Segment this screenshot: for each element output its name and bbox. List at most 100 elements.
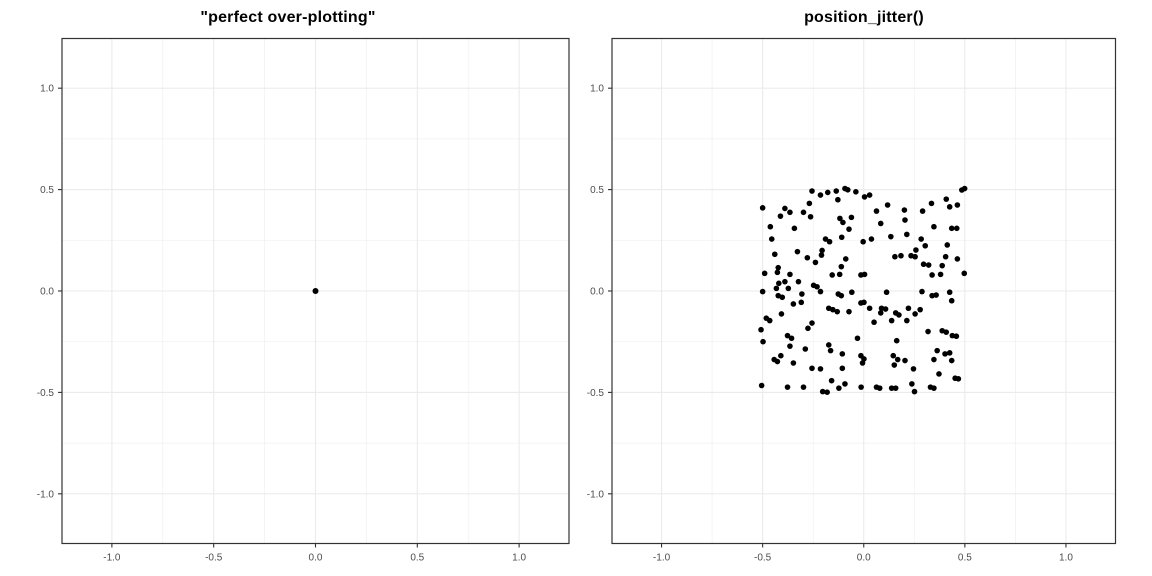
data-point xyxy=(790,301,797,307)
x-tick-label: -0.5 xyxy=(205,553,223,564)
data-point xyxy=(912,311,918,317)
data-point xyxy=(861,271,868,278)
data-point xyxy=(849,289,855,296)
data-point xyxy=(806,200,813,207)
data-point xyxy=(944,242,951,248)
data-point xyxy=(954,256,961,262)
data-point xyxy=(836,271,843,278)
data-point xyxy=(814,283,820,290)
data-point xyxy=(877,310,884,316)
data-point xyxy=(866,305,873,312)
data-point xyxy=(825,305,832,312)
data-point xyxy=(785,285,792,292)
data-point xyxy=(775,264,782,271)
x-tick-label: 0.0 xyxy=(857,553,871,564)
data-point xyxy=(782,278,788,285)
data-point xyxy=(758,382,765,389)
subplot-jitter: position_jitter() -1.0 -0.5 0.0 0.5 1.0 -1.0-… xyxy=(576,0,1152,576)
data-point xyxy=(838,263,845,270)
data-point xyxy=(854,335,861,342)
data-point xyxy=(836,385,842,391)
data-point xyxy=(846,226,852,232)
data-point xyxy=(858,384,864,390)
data-point xyxy=(861,194,868,200)
y-tick-label: -0.5 xyxy=(587,388,605,399)
data-point xyxy=(809,320,815,326)
data-point xyxy=(873,208,880,214)
data-point xyxy=(837,215,843,222)
data-point xyxy=(805,325,811,332)
data-point xyxy=(759,205,766,211)
data-point xyxy=(798,299,805,306)
data-point xyxy=(778,311,785,317)
data-point xyxy=(911,388,918,395)
y-tick-label: 0.5 xyxy=(40,185,54,196)
data-point xyxy=(312,288,319,294)
data-point xyxy=(961,270,968,277)
data-point xyxy=(819,388,826,395)
data-point xyxy=(787,343,793,349)
data-point xyxy=(894,356,901,363)
data-point xyxy=(861,299,867,306)
x-tick-label: -0.5 xyxy=(754,553,772,564)
data-point xyxy=(946,350,953,356)
data-point xyxy=(787,271,793,278)
data-point xyxy=(922,242,929,249)
plot-title-overplot: "perfect over-plotting" xyxy=(200,9,376,26)
data-point xyxy=(937,271,944,278)
data-point xyxy=(827,347,834,354)
data-point xyxy=(824,389,830,396)
data-point xyxy=(953,333,960,340)
data-point xyxy=(804,254,811,261)
data-point xyxy=(948,357,955,364)
data-point xyxy=(925,328,931,335)
x-tick-label: -1.0 xyxy=(653,553,671,564)
data-point xyxy=(918,236,924,242)
data-point xyxy=(778,352,784,359)
data-point xyxy=(799,291,805,297)
data-point xyxy=(800,384,807,390)
data-point xyxy=(893,337,900,344)
data-point xyxy=(871,319,877,326)
data-point xyxy=(771,251,778,258)
data-point xyxy=(925,262,932,268)
data-point xyxy=(761,270,768,277)
data-point xyxy=(919,208,926,214)
data-point xyxy=(929,272,935,278)
data-point xyxy=(909,381,915,387)
data-point xyxy=(826,238,833,245)
data-point xyxy=(791,225,798,232)
data-point xyxy=(933,292,939,298)
data-point xyxy=(758,326,764,333)
data-point xyxy=(817,288,824,295)
data-point xyxy=(920,261,927,268)
data-point xyxy=(898,252,904,259)
data-point xyxy=(902,357,908,364)
data-point xyxy=(802,346,809,352)
data-point xyxy=(946,289,953,296)
data-point xyxy=(896,312,902,318)
data-point xyxy=(828,377,835,384)
data-point xyxy=(779,294,786,301)
y-tick-label: -1.0 xyxy=(37,489,55,500)
data-point xyxy=(822,236,829,242)
data-point xyxy=(939,262,946,269)
x-tick-label: 0.5 xyxy=(958,553,972,564)
data-point xyxy=(835,196,841,203)
data-point xyxy=(787,209,793,216)
data-point xyxy=(774,269,781,276)
data-point xyxy=(948,297,955,304)
data-point xyxy=(955,376,962,382)
data-point xyxy=(829,272,836,278)
x-tick-label: 1.0 xyxy=(1059,553,1073,564)
data-point xyxy=(934,347,940,354)
data-point xyxy=(868,236,875,242)
data-point xyxy=(913,247,919,253)
data-point xyxy=(888,233,894,240)
y-tick-label: -1.0 xyxy=(587,489,605,500)
data-point xyxy=(946,204,953,210)
data-point xyxy=(954,202,961,208)
data-point xyxy=(961,185,968,192)
data-point xyxy=(890,352,897,359)
data-point xyxy=(953,225,960,232)
